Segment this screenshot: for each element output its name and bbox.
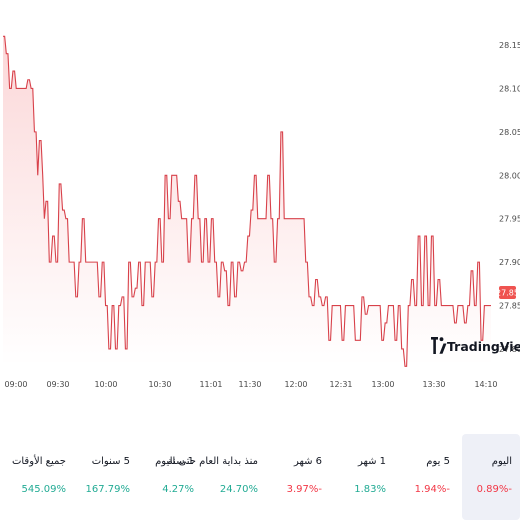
period-7[interactable]: 5 سنوات 167.79% [80,434,138,520]
x-tick-label: 11:01 [199,380,222,389]
period-change: 1.94%- [414,484,450,495]
period-label: جميع الأوقات [11,456,66,467]
y-tick-label: 27.80 [499,345,520,354]
y-tick-label: 28.15 [499,41,520,50]
tradingview-logo-icon [431,337,447,354]
price-line [3,35,491,367]
x-tick-label: 10:00 [94,380,117,389]
period-change: 4.27% [162,484,194,495]
x-tick-label: 14:10 [474,380,497,389]
tradingview-wordmark: TradingView [447,339,520,354]
y-tick-label: 28.05 [499,128,520,137]
last-price-tag: 27.85 [496,286,519,299]
x-tick-label: 12:00 [284,380,307,389]
y-axis: 28.15 28.10 28.05 28.00 27.95 27.90 27.85 27.80 [499,41,520,354]
x-axis: 09:00 09:30 10:00 10:30 11:01 11:30 12:00 12:31… [4,380,497,389]
x-tick-label: 11:30 [238,380,261,389]
period-change: 545.09% [21,484,67,495]
period-2[interactable]: 5 يوم 1.94%- [400,434,458,520]
period-label: 1 شهر [357,456,386,467]
period-change: 24.70% [219,484,258,495]
period-label: 1 سنة [167,456,194,467]
x-tick-label: 09:30 [46,380,69,389]
period-change: 3.97%- [286,484,322,495]
period-change: 0.89%- [476,484,512,495]
period-3[interactable]: 1 شهر 1.83% [336,434,394,520]
y-tick-label: 28.10 [499,84,520,93]
period-label: 6 شهر [293,456,322,467]
performance-periods: اليوم 0.89%- 5 يوم 1.94%- 1 شهر 1.83% 6 شهر 3.9… [0,434,520,520]
price-area-fill [3,36,491,367]
period-6[interactable]: 1 سنة 4.27% [144,434,202,520]
x-tick-label: 10:30 [148,380,171,389]
period-change: 1.83% [354,484,386,495]
x-tick-label: 12:31 [329,380,352,389]
tradingview-watermark: TradingView [431,337,520,354]
period-label: 5 يوم [426,456,450,467]
period-1[interactable]: اليوم 0.89%- [462,434,520,520]
y-tick-label: 27.85 [499,302,520,311]
y-tick-label: 28.00 [499,171,520,180]
period-5[interactable]: منذ بداية العام حتى اليوم 24.70% [146,434,266,520]
period-change: 167.79% [85,484,131,495]
x-tick-label: 09:00 [4,380,27,389]
price-chart[interactable]: 28.15 28.10 28.05 28.00 27.95 27.90 27.85 27.80… [0,0,520,434]
y-tick-label: 27.90 [499,258,520,267]
period-label: اليوم [491,456,512,467]
period-8[interactable]: جميع الأوقات 545.09% [12,434,74,520]
period-label: منذ بداية العام حتى اليوم [155,456,258,467]
last-price-label: 27.85 [496,289,519,298]
x-tick-label: 13:00 [371,380,394,389]
period-4[interactable]: 6 شهر 3.97%- [272,434,330,520]
x-tick-label: 13:30 [422,380,445,389]
period-label: 5 سنوات [91,456,130,467]
y-tick-label: 27.95 [499,215,520,224]
